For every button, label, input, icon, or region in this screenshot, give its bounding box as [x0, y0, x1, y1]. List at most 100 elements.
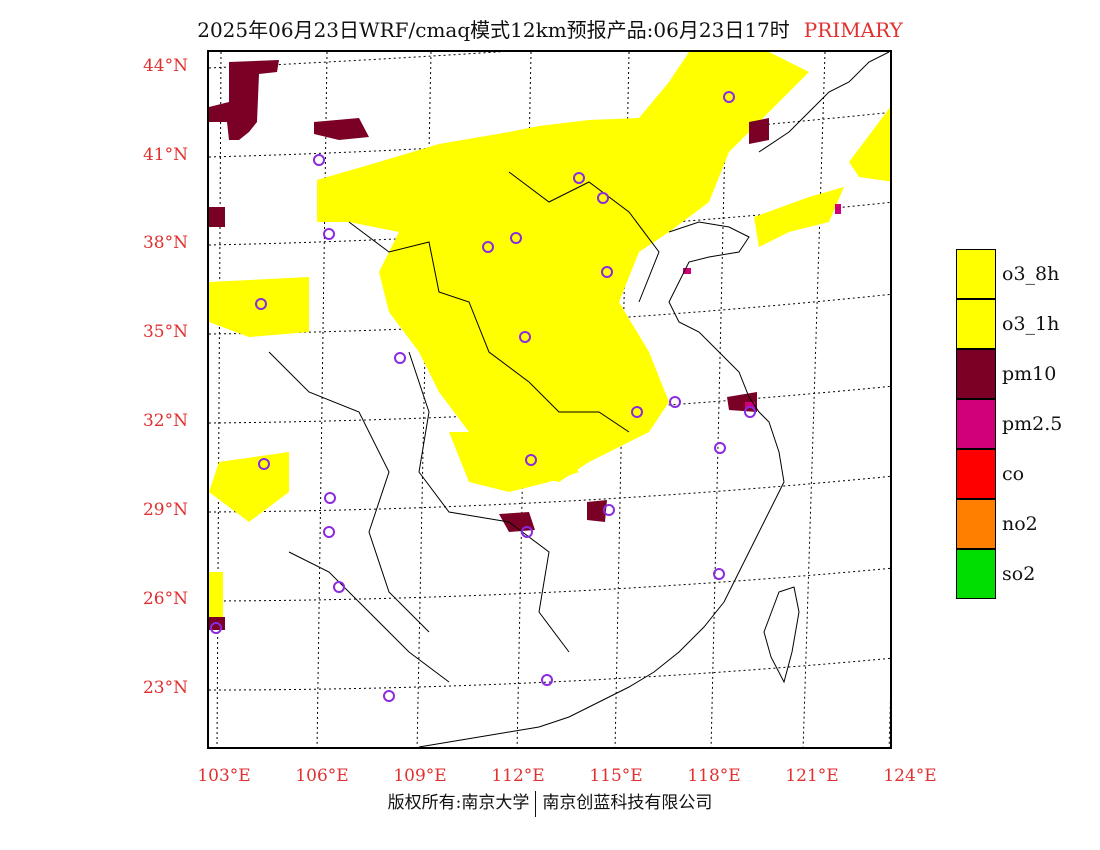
o3-region-sichuan: [209, 452, 289, 522]
boundary-province-2: [408, 351, 570, 653]
city-marker: [631, 406, 643, 418]
lon-label-112: 112°E: [491, 766, 545, 786]
copyright-left: 版权所有:南京大学: [387, 793, 530, 813]
boundary-province-3: [268, 351, 430, 633]
lon-label-109: 109°E: [393, 766, 447, 786]
city-marker: [714, 442, 726, 454]
pm25-region-layer: [683, 204, 841, 408]
footer-separator: [535, 790, 537, 817]
o3-region-hubei: [449, 432, 579, 492]
lat-label-29: 29°N: [142, 500, 188, 520]
legend-label: pm10: [1002, 363, 1057, 385]
city-marker: [324, 492, 336, 504]
map-plot-area: [207, 50, 892, 749]
city-marker: [601, 266, 613, 278]
graticule-lon-106: [316, 52, 328, 747]
city-marker: [669, 396, 681, 408]
city-marker: [482, 241, 494, 253]
coastline-northeast: [758, 52, 890, 153]
city-marker: [394, 352, 406, 364]
boundary-province-4: [288, 551, 450, 683]
city-marker: [333, 581, 345, 593]
copyright-right: 南京创蓝科技有限公司: [542, 793, 713, 813]
boundary-province-1: [348, 221, 630, 433]
legend-label: o3_1h: [1002, 313, 1060, 335]
city-marker: [541, 674, 553, 686]
legend-swatch: [956, 249, 996, 299]
city-marker: [525, 454, 537, 466]
pm10-region-inner-mongolia: [314, 118, 369, 140]
pm25-spot-liaodong: [835, 204, 841, 214]
o3-region-northeast: [849, 107, 890, 182]
lon-label-103: 103°E: [197, 766, 251, 786]
legend-swatch: [956, 549, 996, 599]
o3-region-layer: [209, 52, 890, 622]
lat-label-38: 38°N: [142, 233, 188, 253]
graticule-lon-118: [710, 52, 728, 747]
legend-label: so2: [1002, 563, 1036, 585]
city-marker: [323, 526, 335, 538]
city-marker: [323, 228, 335, 240]
graticule-lon-103: [216, 52, 222, 747]
pm10-region-liaoning: [749, 118, 769, 144]
o3-region-bohai: [754, 187, 844, 247]
city-marker: [383, 690, 395, 702]
legend-swatch: [956, 499, 996, 549]
copyright-footer: 版权所有:南京大学 南京创蓝科技有限公司: [0, 788, 1100, 817]
graticule-lat-44: [209, 52, 505, 69]
o3-region-yunnan: [209, 572, 223, 622]
legend-label: pm2.5: [1002, 413, 1063, 435]
lon-label-124: 124°E: [883, 766, 937, 786]
legend-label: co: [1002, 463, 1025, 485]
legend-swatch: [956, 349, 996, 399]
pm10-region-jiangxi: [587, 500, 607, 522]
city-marker: [521, 526, 533, 538]
title-tag: PRIMARY: [803, 18, 903, 42]
map-title: 2025年06月23日WRF/cmaq模式12km预报产品:06月23日17时 P…: [0, 14, 1100, 43]
city-marker: [519, 331, 531, 343]
graticule-lat-23: [209, 657, 890, 691]
city-marker: [510, 232, 522, 244]
city-marker: [573, 172, 585, 184]
lat-label-44: 44°N: [142, 56, 188, 76]
legend-label: no2: [1002, 513, 1038, 535]
city-marker: [210, 622, 222, 634]
city-marker: [603, 504, 615, 516]
pm10-region-northwest: [209, 60, 279, 140]
lat-label-41: 41°N: [142, 145, 188, 165]
pm10-region-west-edge: [209, 207, 225, 227]
boundary-province-5: [508, 171, 660, 303]
pm25-spot-shandong: [683, 268, 691, 274]
graticule-lon-121: [802, 52, 826, 747]
lat-label-32: 32°N: [142, 411, 188, 431]
graticule-lat-29: [209, 475, 890, 513]
city-marker: [723, 91, 735, 103]
coastline-taiwan: [763, 586, 800, 684]
city-marker: [597, 192, 609, 204]
o3-region-north-china: [317, 52, 809, 482]
map-svg: [209, 52, 890, 747]
legend-swatch: [956, 399, 996, 449]
legend-swatch: [956, 299, 996, 349]
legend-swatch: [956, 449, 996, 499]
lat-label-23: 23°N: [142, 678, 188, 698]
title-main: 2025年06月23日WRF/cmaq模式12km预报产品:06月23日17时: [197, 18, 790, 42]
lat-label-26: 26°N: [142, 589, 188, 609]
o3-region-gansu: [209, 277, 309, 337]
legend-label: o3_8h: [1002, 263, 1060, 285]
city-marker: [255, 298, 267, 310]
city-marker-layer: [210, 91, 756, 702]
pm25-spot-jiangsu: [745, 402, 755, 408]
lon-label-121: 121°E: [785, 766, 839, 786]
city-marker: [713, 568, 725, 580]
pm10-region-hunan: [499, 512, 535, 532]
lon-label-106: 106°E: [295, 766, 349, 786]
city-marker: [313, 154, 325, 166]
graticule-lat-26: [209, 567, 890, 602]
lon-label-115: 115°E: [589, 766, 643, 786]
city-marker: [744, 406, 756, 418]
boundary-layer: [268, 52, 890, 747]
city-marker: [258, 458, 270, 470]
coastline-china: [418, 221, 785, 747]
lat-label-35: 35°N: [142, 322, 188, 342]
